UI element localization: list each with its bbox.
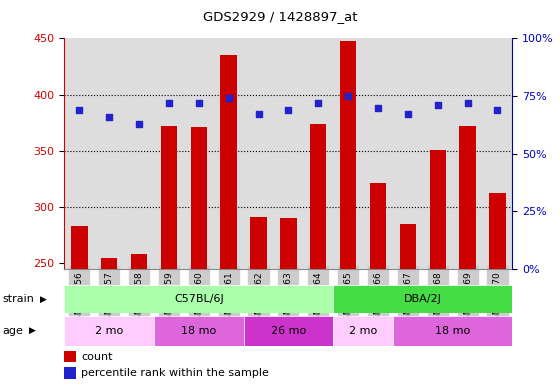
Point (493, 107, 502, 113)
Bar (131, 254, 147, 269)
Point (284, 107, 293, 113)
Bar (64, 351, 76, 362)
Text: ▶: ▶ (29, 326, 36, 335)
Text: 26 mo: 26 mo (271, 326, 306, 336)
Bar (459, 126, 476, 269)
Bar (400, 224, 416, 269)
Bar (190, 127, 207, 269)
Point (374, 104, 382, 111)
Bar (333, 285, 512, 313)
Point (463, 100, 472, 106)
Point (134, 121, 143, 127)
Bar (221, 55, 237, 269)
Text: 18 mo: 18 mo (435, 326, 470, 336)
Text: 2 mo: 2 mo (349, 326, 377, 336)
Point (433, 102, 442, 108)
Text: strain: strain (3, 294, 35, 304)
Bar (430, 150, 446, 269)
Bar (64, 367, 76, 379)
Point (105, 114, 114, 120)
Text: DBA/2J: DBA/2J (404, 294, 442, 304)
Text: 18 mo: 18 mo (181, 326, 216, 336)
Bar (310, 124, 326, 269)
Point (224, 95, 233, 101)
Point (165, 100, 174, 106)
Bar (393, 316, 512, 346)
Point (75, 107, 84, 113)
Bar (244, 316, 333, 346)
Text: count: count (81, 352, 113, 362)
Point (344, 93, 353, 99)
Text: percentile rank within the sample: percentile rank within the sample (81, 368, 269, 378)
Bar (64, 316, 154, 346)
Point (314, 100, 323, 106)
Point (194, 100, 203, 106)
Bar (250, 217, 267, 269)
Bar (340, 41, 356, 269)
Bar (333, 316, 393, 346)
Bar (370, 184, 386, 269)
Text: age: age (3, 326, 24, 336)
Bar (71, 226, 87, 269)
Text: GDS2929 / 1428897_at: GDS2929 / 1428897_at (203, 10, 357, 23)
Text: 2 mo: 2 mo (95, 326, 123, 336)
Point (254, 111, 263, 118)
Text: C57BL/6J: C57BL/6J (174, 294, 223, 304)
Bar (101, 258, 118, 269)
Bar (64, 285, 333, 313)
Point (403, 111, 412, 118)
Text: ▶: ▶ (40, 295, 47, 304)
Bar (489, 194, 506, 269)
Bar (280, 218, 297, 269)
Bar (154, 316, 244, 346)
Bar (161, 126, 177, 269)
